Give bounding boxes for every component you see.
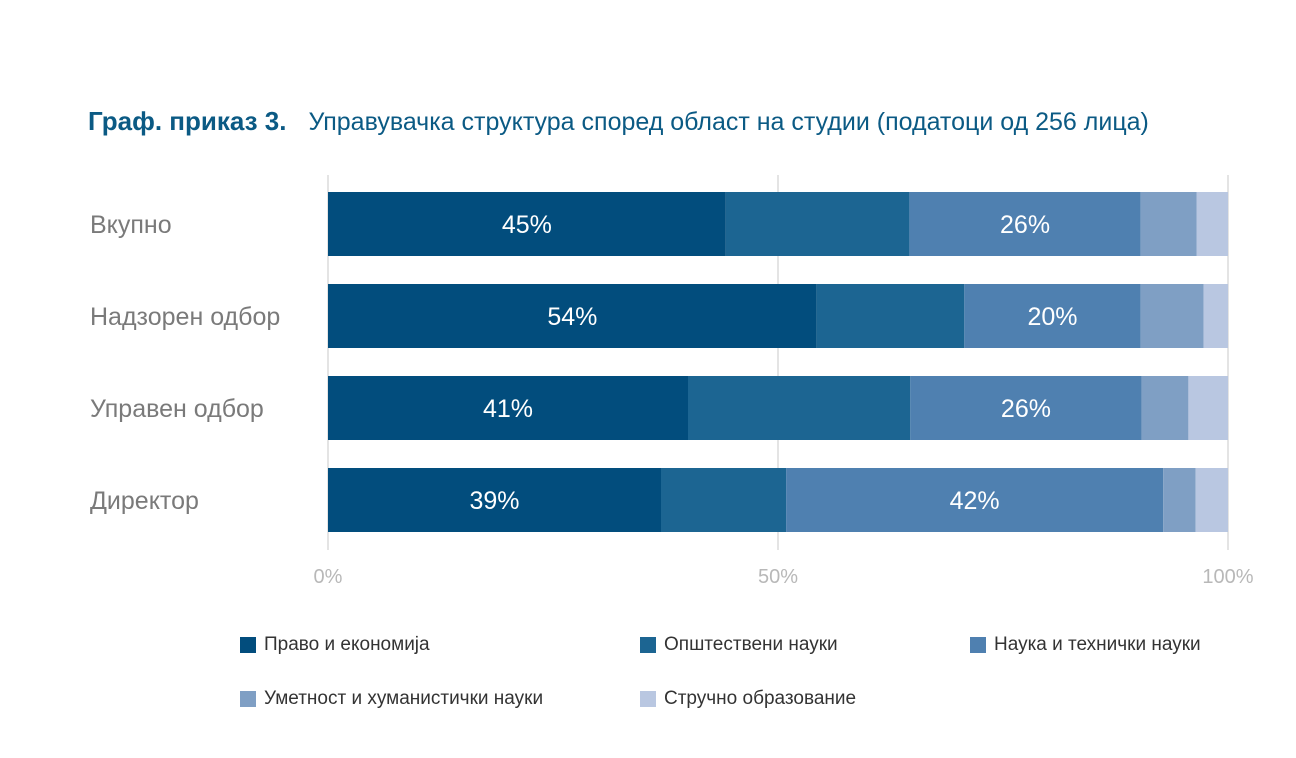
bar-segment: [725, 192, 910, 256]
bar-segment: [1195, 468, 1228, 532]
x-tick-label: 0%: [314, 566, 343, 588]
bars: [328, 192, 1228, 532]
category-label: Управен одбор: [90, 395, 264, 423]
bar-segment: [816, 284, 965, 348]
bar-segment: [964, 284, 1141, 348]
bar-segment: [909, 192, 1141, 256]
legend-swatch: [240, 637, 256, 653]
x-tick-label: 50%: [758, 566, 798, 588]
legend-swatch: [970, 637, 986, 653]
stacked-bar-chart: 45% 26% 54% 20% 41% 26% 39% 42% Вкупно Надзорен …: [90, 175, 1254, 588]
bar-segment: [328, 284, 817, 348]
chart-title: Граф. приказ 3. Управувачка структура спо…: [88, 106, 1149, 137]
bar-data-label: 26%: [1000, 211, 1050, 239]
bar-segment: [328, 192, 726, 256]
bar-segment: [1140, 192, 1197, 256]
legend-item: Уметност и хуманистички науки: [240, 688, 543, 710]
bar-segment: [1196, 192, 1228, 256]
legend-item: Општествени науки: [640, 634, 838, 656]
bar-segment: [786, 468, 1164, 532]
bar-segment: [1203, 284, 1228, 348]
bar-segment: [910, 376, 1142, 440]
legend-swatch: [640, 637, 656, 653]
legend-label: Наука и технички науки: [994, 634, 1201, 655]
x-tick-label: 100%: [1202, 566, 1253, 588]
bar-segment: [328, 376, 688, 440]
bar-data-label: 45%: [502, 211, 552, 239]
bar-segment: [1188, 376, 1228, 440]
legend-label: Општествени науки: [664, 634, 838, 655]
bar-segment: [1163, 468, 1196, 532]
bar-segment: [1140, 284, 1204, 348]
legend-item: Наука и технички науки: [970, 634, 1201, 656]
bar-segment: [688, 376, 911, 440]
chart-title-prefix: Граф. приказ 3.: [88, 106, 287, 136]
legend-label: Стручно образование: [664, 688, 857, 709]
x-axis-ticks: 0% 50% 100%: [314, 566, 1254, 588]
category-label: Надзорен одбор: [90, 303, 280, 331]
legend-label: Уметност и хуманистички науки: [264, 688, 544, 709]
category-label: Директор: [90, 487, 199, 515]
category-labels: Вкупно Надзорен одбор Управен одбор Директо…: [90, 211, 280, 515]
data-labels: 45% 26% 54% 20% 41% 26% 39% 42%: [469, 211, 1077, 515]
legend-swatch: [240, 691, 256, 707]
bar-segment: [1141, 376, 1189, 440]
legend-item: Право и економија: [240, 634, 430, 656]
bar-data-label: 42%: [950, 487, 1000, 515]
bar-data-label: 41%: [483, 395, 533, 423]
bar-data-label: 39%: [469, 487, 519, 515]
bar-data-label: 26%: [1001, 395, 1051, 423]
legend-item: Стручно образование: [640, 688, 856, 710]
bar-data-label: 54%: [547, 303, 597, 331]
bar-segment: [328, 468, 661, 532]
bar-segment: [661, 468, 787, 532]
category-label: Вкупно: [90, 211, 172, 239]
legend-label: Право и економија: [264, 634, 430, 655]
legend-swatch: [640, 691, 656, 707]
chart-title-text: Управувачка структура според област на с…: [308, 108, 1149, 136]
bar-data-label: 20%: [1027, 303, 1077, 331]
